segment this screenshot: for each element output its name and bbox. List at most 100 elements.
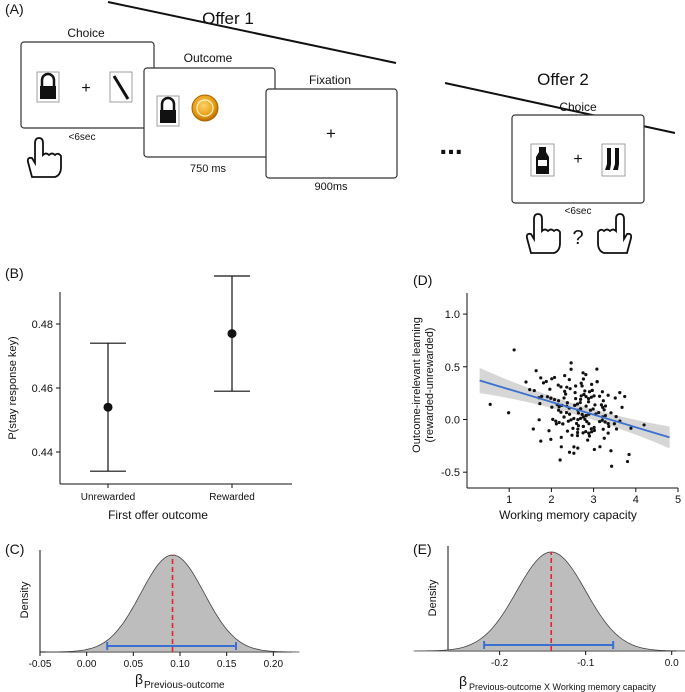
- fixation-time: 900ms: [314, 181, 348, 193]
- d-point: [587, 390, 592, 394]
- panel-d: (D) -0.5 0.0 0.5 1.0 1 2 3 4 5 Working memory c…: [411, 272, 681, 522]
- panel-c-label: (C): [5, 541, 24, 557]
- d-point: [566, 419, 570, 423]
- choice2-card: [511, 114, 645, 204]
- e-xtick-label: -0.1: [577, 658, 595, 669]
- d-point: [592, 394, 596, 398]
- d-point: [584, 429, 588, 434]
- d-point: [576, 424, 581, 428]
- brush-icon: [109, 71, 133, 103]
- d-point: [584, 373, 588, 377]
- d-point: [554, 422, 558, 426]
- c-xtick-label: -0.05: [29, 659, 52, 670]
- d-point: [556, 383, 560, 387]
- d-xtick-label: 3: [591, 494, 597, 506]
- d-point: [578, 401, 582, 405]
- d-point: [589, 395, 593, 399]
- offer1-label: Offer 1: [202, 9, 254, 28]
- panel-e-label: (E): [413, 541, 432, 557]
- d-point: [567, 378, 571, 382]
- d-point: [562, 396, 566, 400]
- d-point: [627, 452, 631, 457]
- fixation-card: [265, 88, 398, 179]
- d-point: [601, 399, 605, 403]
- d-point: [597, 410, 601, 415]
- b-ylabel: P(stay response key): [7, 336, 19, 439]
- d-point: [568, 387, 572, 391]
- d-point: [540, 394, 544, 399]
- d-point: [609, 449, 613, 453]
- d-point: [575, 434, 580, 438]
- c-xtick-label: 0.05: [124, 659, 144, 670]
- d-point: [606, 393, 610, 397]
- c-xlabel-sub: Previous-outcome: [144, 680, 225, 691]
- d-point: [625, 459, 630, 464]
- coin-icon: [191, 94, 219, 122]
- d-point: [507, 411, 511, 415]
- d-point: [541, 381, 546, 385]
- d-point: [586, 396, 591, 401]
- fixation-cross: +: [326, 124, 336, 143]
- d-point: [600, 390, 604, 394]
- d-point: [576, 418, 580, 422]
- d-point: [563, 389, 567, 393]
- d-point: [618, 391, 622, 395]
- b-point: [103, 402, 113, 412]
- d-point: [559, 435, 563, 439]
- pointing-hand-icon: [26, 137, 62, 178]
- d-point: [601, 405, 605, 410]
- d-point: [591, 407, 595, 411]
- d-point: [551, 417, 555, 422]
- d-point: [610, 464, 614, 468]
- d-point: [552, 397, 557, 402]
- d-point: [559, 410, 563, 414]
- pointing-hand-icon: [597, 213, 633, 254]
- d-point: [572, 445, 576, 449]
- pointing-hand-icon: [525, 213, 561, 254]
- panel-e: (E) -0.2 -0.1 0.0 Density β Previous-outco…: [413, 541, 685, 692]
- e-xlabel-sub: Previous-outcome X Working memory capaci…: [469, 682, 656, 692]
- d-point: [581, 431, 585, 435]
- d-point: [583, 389, 587, 393]
- panel-c: (C) -0.05 0.00 0.05 0.10 0.15 0.20 Density β …: [5, 541, 300, 691]
- d-point: [571, 426, 575, 431]
- d-point: [606, 422, 610, 426]
- d-point: [573, 390, 577, 395]
- d-point: [557, 405, 561, 409]
- d-point: [576, 446, 580, 450]
- d-ytick-label: 1.0: [445, 309, 460, 321]
- d-ytick-label: -0.5: [441, 467, 460, 479]
- d-regression-line: [479, 379, 670, 439]
- c-xtick-label: 0.00: [77, 659, 97, 670]
- c-xtick-label: 0.15: [217, 659, 237, 670]
- d-point: [531, 427, 535, 431]
- d-point: [609, 411, 613, 415]
- offer2-label: Offer 2: [537, 70, 589, 89]
- d-point: [587, 431, 591, 435]
- d-point: [614, 414, 618, 419]
- d-xtick-label: 4: [633, 494, 639, 506]
- d-point: [581, 377, 586, 381]
- d-point: [544, 379, 548, 384]
- bottle-icon: [530, 143, 555, 177]
- c-ylabel: Density: [19, 581, 31, 618]
- choice2-time: <6sec: [565, 206, 592, 217]
- d-point: [592, 428, 596, 433]
- d-point: [575, 430, 580, 435]
- d-point: [614, 427, 619, 431]
- d-point: [579, 381, 583, 385]
- b-xtick-label: Rewarded: [209, 492, 255, 503]
- d-point: [562, 415, 566, 419]
- c-xlabel-beta: β: [135, 671, 143, 687]
- d-point: [539, 439, 543, 443]
- d-xtick-label: 2: [548, 494, 554, 506]
- d-point: [603, 413, 608, 418]
- d-xtick-label: 5: [675, 494, 681, 506]
- d-point: [559, 445, 563, 449]
- d-point: [578, 416, 583, 420]
- d-point: [602, 408, 606, 412]
- d-point: [623, 394, 627, 399]
- outcome-time: 750 ms: [190, 163, 227, 175]
- d-point: [607, 424, 611, 429]
- d-point: [597, 394, 602, 398]
